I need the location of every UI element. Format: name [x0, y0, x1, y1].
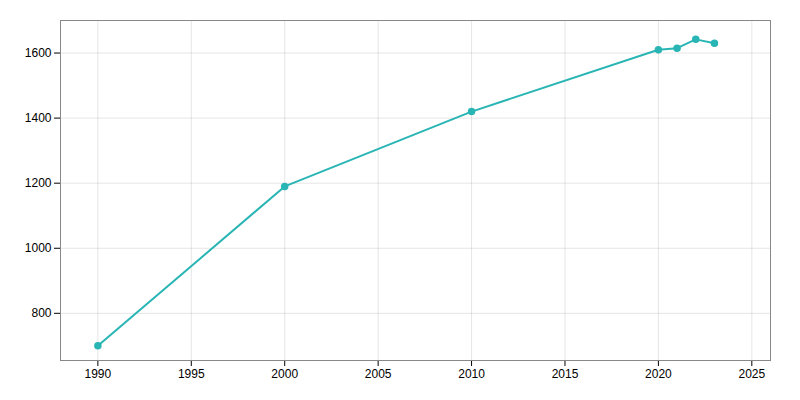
- svg-text:1600: 1600: [25, 46, 52, 60]
- svg-text:2015: 2015: [552, 367, 579, 381]
- svg-text:1400: 1400: [25, 111, 52, 125]
- svg-text:2025: 2025: [738, 367, 765, 381]
- svg-text:2005: 2005: [365, 367, 392, 381]
- svg-text:2000: 2000: [271, 367, 298, 381]
- svg-text:2010: 2010: [458, 367, 485, 381]
- svg-text:2020: 2020: [645, 367, 672, 381]
- svg-text:1000: 1000: [25, 241, 52, 255]
- svg-text:800: 800: [31, 306, 51, 320]
- svg-text:1990: 1990: [85, 367, 112, 381]
- svg-text:1995: 1995: [178, 367, 205, 381]
- svg-text:1200: 1200: [25, 176, 52, 190]
